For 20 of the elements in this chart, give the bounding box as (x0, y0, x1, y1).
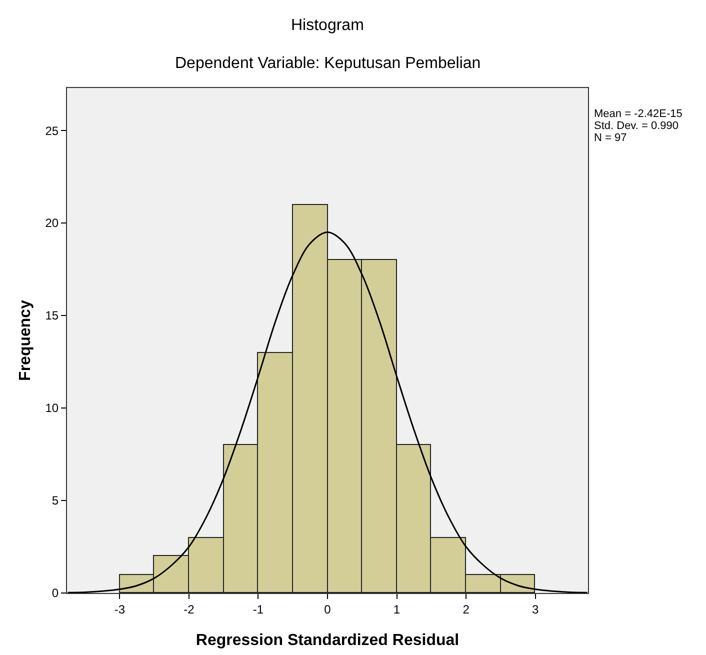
x-tick-label: 3 (532, 602, 540, 616)
chart-subtitle: Dependent Variable: Keputusan Pembelian (175, 55, 481, 72)
text: Std. Dev. = 0.990 (594, 120, 678, 132)
y-tick-label: 25 (45, 124, 59, 138)
x-tick-label: 1 (393, 602, 400, 616)
y-tick-label: 0 (52, 586, 59, 600)
y-tick-label: 10 (45, 401, 59, 416)
y-tick-label: 20 (45, 216, 59, 230)
chart-title: Histogram (291, 17, 364, 34)
x-tick-label: -3 (114, 602, 126, 616)
x-axis-title: Regression Standardized Residual (196, 632, 460, 650)
y-axis-title: Frequency (17, 300, 34, 381)
x-tick-label: -1 (252, 602, 264, 616)
x-tick-label: -2 (184, 602, 195, 616)
x-tick-label: 0 (324, 602, 332, 616)
x-tick-label: 2 (462, 602, 470, 616)
y-tick-label: 15 (45, 308, 59, 323)
y-tick-label: 5 (52, 494, 59, 508)
text: Mean = -2.42E-15 (594, 108, 682, 120)
text: N = 97 (594, 132, 627, 144)
